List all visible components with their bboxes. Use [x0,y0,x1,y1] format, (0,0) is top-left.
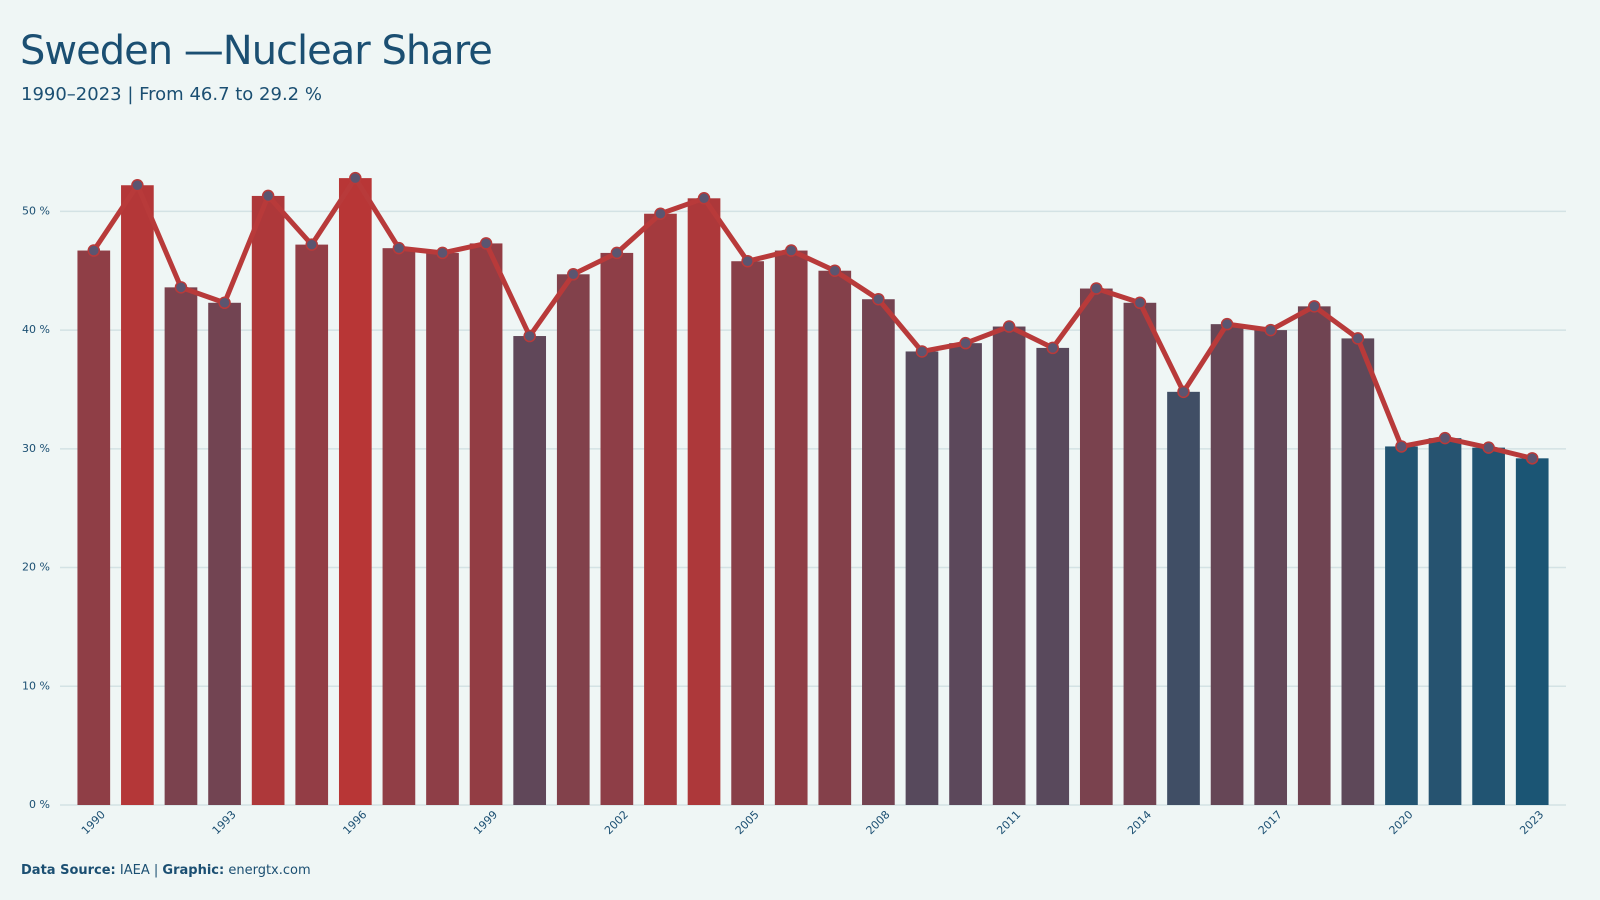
y-tick-label: 40 % [22,323,50,336]
y-tick-label: 30 % [22,442,50,455]
marker [349,171,362,185]
bar [687,198,721,805]
marker [1264,323,1277,337]
marker [872,292,885,306]
marker [1482,441,1495,454]
bar [1428,438,1462,805]
footer: Data Source: IAEA | Graphic: energtx.com [21,863,311,878]
marker [1351,332,1365,345]
bar [251,195,285,806]
marker [959,336,972,350]
bar [644,213,677,806]
marker [174,281,188,294]
footer-source-label: Data Source: [21,863,116,878]
marker [218,296,231,310]
bar [121,185,154,805]
bar [426,252,459,805]
footer-graphic-label: Graphic: [162,863,224,878]
marker [654,207,667,220]
x-tick-label: 1990 [79,808,108,837]
chart-title: Sweden —Nuclear Share [20,28,492,74]
marker [479,237,493,250]
x-tick-label: 2005 [733,808,762,837]
marker [1002,320,1016,333]
bar [818,270,852,805]
marker [1438,431,1452,445]
y-tick-label: 20 % [22,561,50,574]
x-tick-label: 1999 [471,808,500,837]
marker [741,254,754,268]
bar [1210,324,1244,805]
x-tick-label: 1996 [340,808,369,837]
bar [382,248,416,806]
trend-line [91,175,1533,461]
x-tick-label: 2002 [602,808,631,837]
bar [731,261,764,805]
marker [261,189,275,203]
x-tick-label: 1993 [210,808,239,837]
footer-graphic: energtx.com [228,863,310,878]
marker [1308,300,1321,313]
marker [436,246,449,260]
bar [295,244,329,805]
footer-separator: | [154,863,158,878]
bar [1297,306,1331,805]
bar [1167,391,1200,805]
marker [1525,452,1539,465]
bar [1079,288,1113,805]
marker [828,264,842,277]
marker [1177,385,1190,399]
bar [556,274,590,806]
chart-subtitle: 1990–2023 | From 46.7 to 29.2 % [21,84,322,105]
marker [567,268,580,281]
bar [1472,447,1505,805]
marker [523,329,536,343]
bar [1515,458,1549,805]
footer-source: IAEA [120,863,150,878]
bar [1254,330,1288,805]
bar [338,178,372,805]
marker [305,238,318,251]
x-tick-label: 2023 [1517,808,1546,837]
y-tick-label: 50 % [22,204,50,217]
x-tick-label: 2017 [1256,808,1285,837]
marker [1395,440,1408,453]
bar [469,243,503,806]
marker [784,244,798,257]
bar [1036,347,1070,805]
marker [1046,341,1059,355]
y-tick-label: 10 % [22,679,50,692]
bar [774,250,808,805]
x-tick-label: 2020 [1387,808,1416,837]
bar [600,252,634,805]
y-tick-label: 0 % [29,798,50,811]
marker [1090,282,1103,295]
bar [164,287,198,805]
marker [87,244,101,257]
marker [392,241,406,255]
bar [949,343,982,805]
marker [1220,317,1234,331]
bar [1341,338,1375,805]
bar [77,250,111,805]
marker [697,192,711,205]
marker [131,178,144,192]
bar [513,336,547,805]
x-tick-label: 2014 [1125,808,1154,837]
bar [905,351,939,805]
bar [992,326,1026,805]
bar [862,299,895,805]
x-tick-label: 2008 [864,808,893,837]
bar [208,302,241,805]
x-tick-label: 2011 [994,808,1023,837]
marker [1133,296,1147,310]
marker [915,345,929,358]
bar [1123,302,1157,805]
marker [610,246,624,260]
bar [1385,446,1418,805]
